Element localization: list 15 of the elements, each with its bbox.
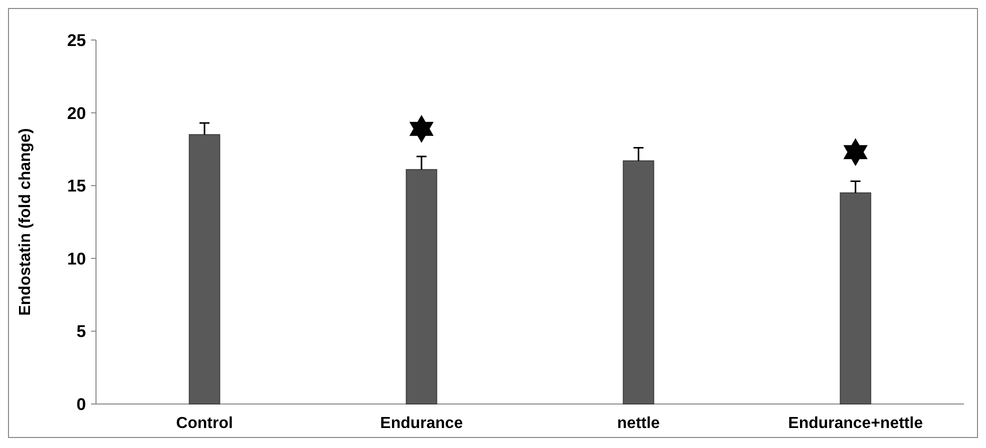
x-tick-label: Endurance	[380, 415, 463, 432]
y-axis-title: Endostatin (fold change)	[17, 128, 34, 316]
y-tick-label: 20	[67, 104, 86, 123]
bar	[622, 160, 654, 404]
bar	[840, 192, 872, 404]
y-tick-label: 15	[67, 176, 86, 196]
y-tick-label: 5	[76, 322, 86, 342]
y-tick-label: 25	[67, 30, 86, 50]
y-tick-label: 10	[67, 249, 86, 268]
bar	[406, 169, 438, 404]
x-tick-label: Control	[176, 415, 233, 432]
x-tick-label: Endurance+nettle	[788, 415, 923, 432]
x-tick-label: nettle	[617, 415, 660, 432]
bar	[188, 134, 220, 404]
y-tick-label: 0	[76, 394, 86, 414]
